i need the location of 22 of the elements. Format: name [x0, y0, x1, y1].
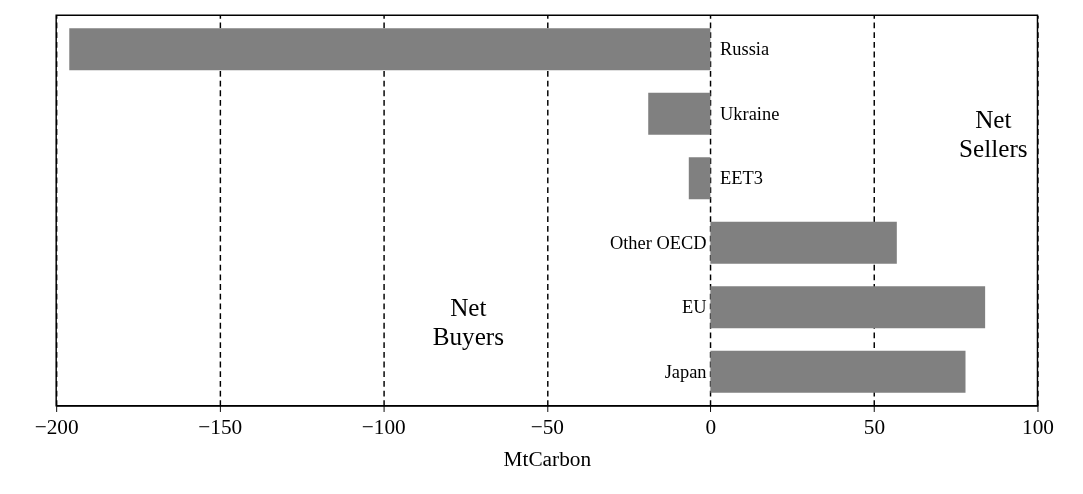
x-tick-label: −100 — [361, 415, 406, 440]
bar — [710, 286, 986, 329]
y-tick-label: Ukraine — [720, 103, 780, 124]
x-tick-label: 100 — [1021, 415, 1054, 440]
y-tick-label: Russia — [720, 38, 770, 59]
x-axis-title: MtCarbon — [503, 447, 592, 472]
x-tick-label: −50 — [530, 415, 564, 440]
y-tick-label: EU — [681, 297, 707, 318]
bar — [710, 221, 897, 264]
annotation: Net Buyers — [432, 293, 504, 350]
y-tick-label: EET3 — [720, 168, 763, 189]
bar — [648, 92, 711, 135]
y-tick-label: Japan — [664, 361, 707, 382]
x-tick-label: −200 — [34, 415, 79, 440]
annotation: Net Sellers — [959, 106, 1028, 163]
bar — [69, 28, 711, 71]
bar — [688, 157, 711, 200]
x-tick-label: 50 — [863, 415, 886, 440]
y-tick-label: Other OECD — [609, 232, 707, 253]
bar — [710, 350, 966, 393]
x-tick-label: −150 — [198, 415, 243, 440]
x-tick-label: 0 — [705, 415, 717, 440]
